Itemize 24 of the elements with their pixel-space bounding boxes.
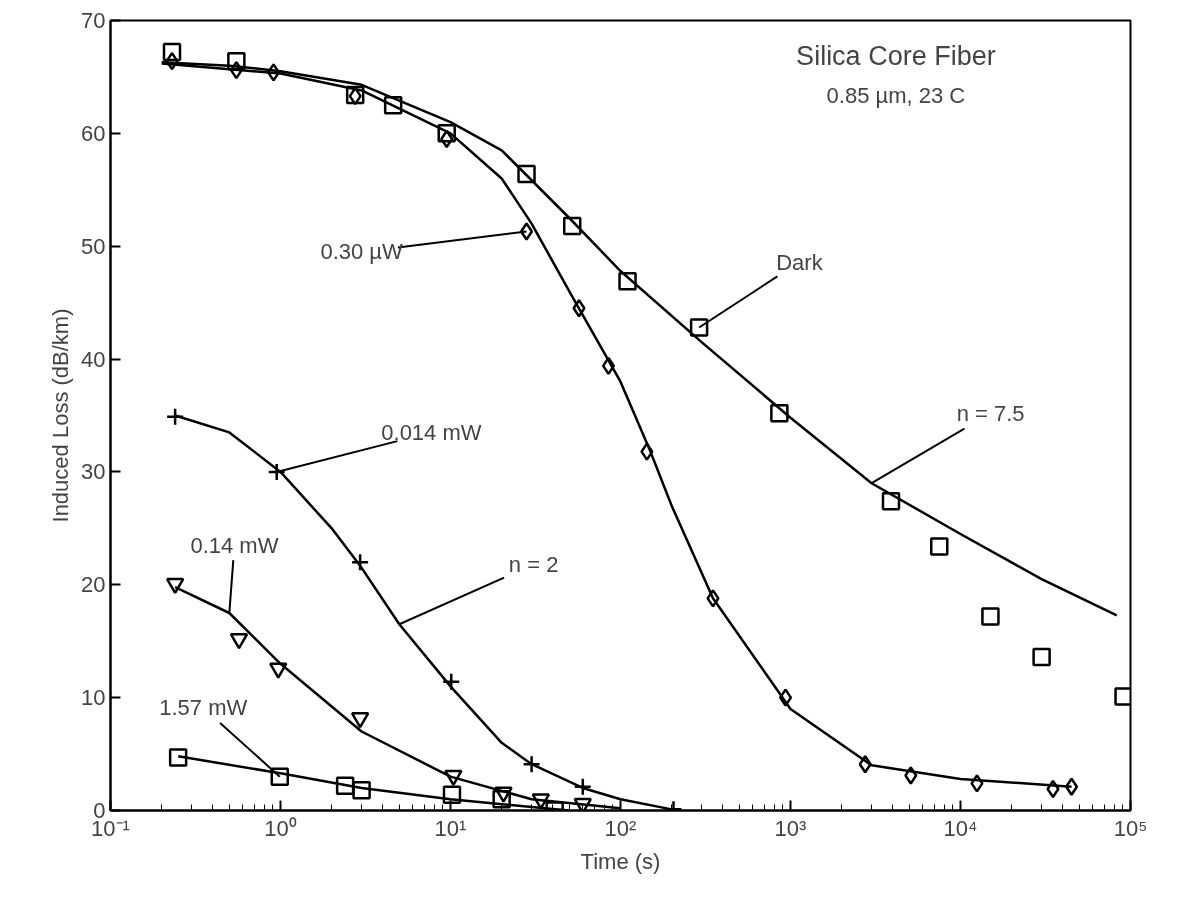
- y-tick-label: 30: [81, 459, 106, 485]
- x-tick-label: 10⁴: [943, 815, 978, 841]
- annotation: Dark: [776, 249, 824, 275]
- annotation: 0.14 mW: [190, 532, 279, 558]
- annotation: n = 2: [508, 551, 559, 577]
- y-tick-label: 50: [81, 233, 106, 259]
- y-tick-label: 20: [81, 572, 106, 598]
- y-tick-label: 40: [81, 346, 106, 372]
- x-tick-label: 10⁰: [264, 815, 297, 841]
- text: Silica Core Fiber: [796, 41, 996, 72]
- annotation: 0.30 µW: [320, 239, 404, 265]
- x-tick-label: 10¹: [434, 815, 467, 841]
- x-tick-label: 10³: [774, 815, 807, 841]
- y-tick-label: 10: [81, 685, 106, 711]
- y-tick-label: 70: [81, 8, 106, 33]
- annotation: 0.014 mW: [381, 419, 482, 445]
- annotation: 1.57 mW: [159, 695, 248, 721]
- text: 0.85 µm, 23 C: [826, 83, 966, 109]
- x-axis-title: Time (s): [580, 848, 661, 874]
- x-tick-label: 10⁵: [1113, 815, 1148, 841]
- y-axis-title: Induced Loss (dB/km): [48, 308, 74, 523]
- x-tick-label: 10²: [604, 815, 637, 841]
- y-tick-label: 60: [81, 120, 106, 146]
- annotation: n = 7.5: [956, 400, 1025, 426]
